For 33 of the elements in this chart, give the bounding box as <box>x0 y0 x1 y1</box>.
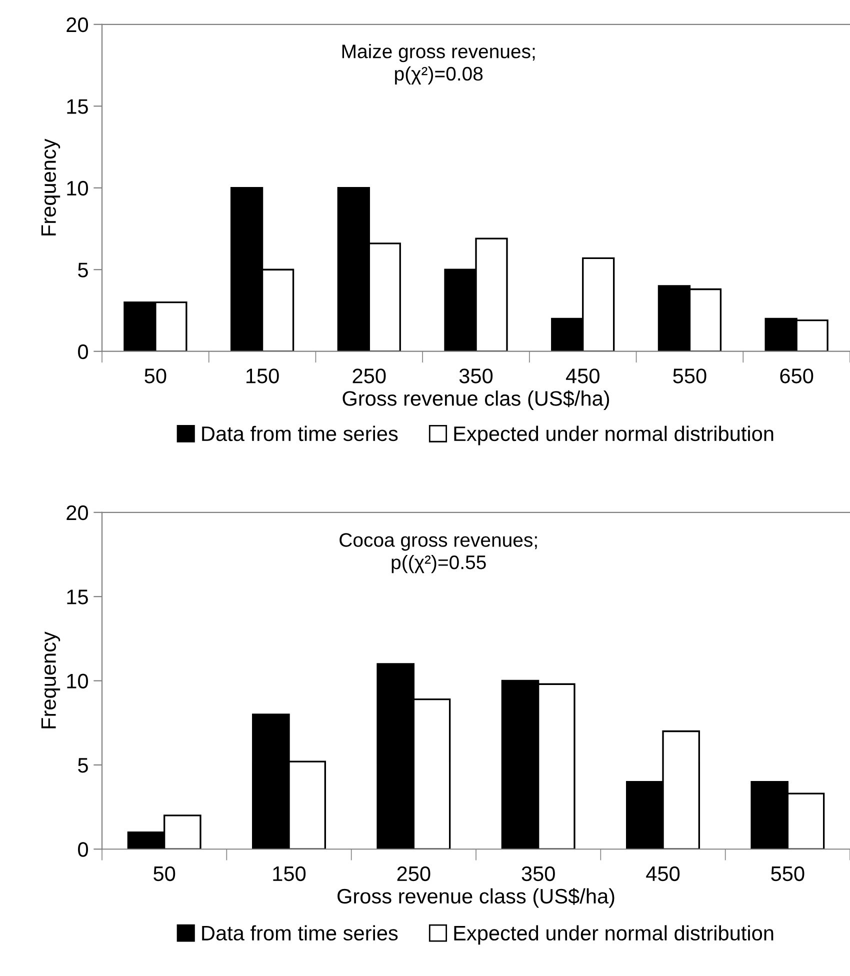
x-axis-title: Gross revenue clas (US$/ha) <box>342 390 610 410</box>
x-tick-label: 250 <box>397 866 430 882</box>
y-tick-label: 0 <box>78 842 88 857</box>
y-tick-label: 10 <box>67 180 88 196</box>
x-tick-label: 250 <box>352 368 386 384</box>
x-tick-label: 150 <box>273 866 306 882</box>
x-tick-label: 650 <box>780 368 814 384</box>
x-tick-label: 50 <box>154 866 176 882</box>
legend-label: Expected under normal distribution <box>454 426 774 446</box>
y-axis-title: Frequency <box>41 632 60 728</box>
x-tick-label: 550 <box>673 368 706 384</box>
y-axis-title: Frequency <box>41 138 60 236</box>
y-tick-label: 20 <box>66 17 88 32</box>
x-axis-title: Gross revenue class (US$/ha) <box>338 888 614 908</box>
y-tick-label: 10 <box>67 674 88 689</box>
y-tick-label: 5 <box>78 262 88 278</box>
y-tick-label: 15 <box>67 99 88 114</box>
legend-label: Data from time series <box>202 925 398 941</box>
x-tick-label: 350 <box>522 866 555 882</box>
y-tick-label: 5 <box>78 758 88 773</box>
text: Maize gross revenues; p(χ²)=0.08 <box>342 44 535 84</box>
legend-label: Data from time series <box>202 426 398 442</box>
legend-label: Expected under normal distribution <box>454 925 774 945</box>
x-tick-label: 50 <box>144 368 166 384</box>
x-tick-label: 150 <box>246 368 279 384</box>
y-tick-label: 0 <box>78 344 88 360</box>
x-tick-label: 550 <box>771 866 804 882</box>
x-tick-label: 450 <box>566 368 600 384</box>
x-tick-label: 350 <box>459 368 493 384</box>
x-tick-label: 450 <box>646 866 680 882</box>
y-tick-label: 15 <box>67 590 88 604</box>
y-tick-label: 20 <box>66 505 88 520</box>
text: Cocoa gross revenues; p((χ²)=0.55 <box>340 533 537 574</box>
